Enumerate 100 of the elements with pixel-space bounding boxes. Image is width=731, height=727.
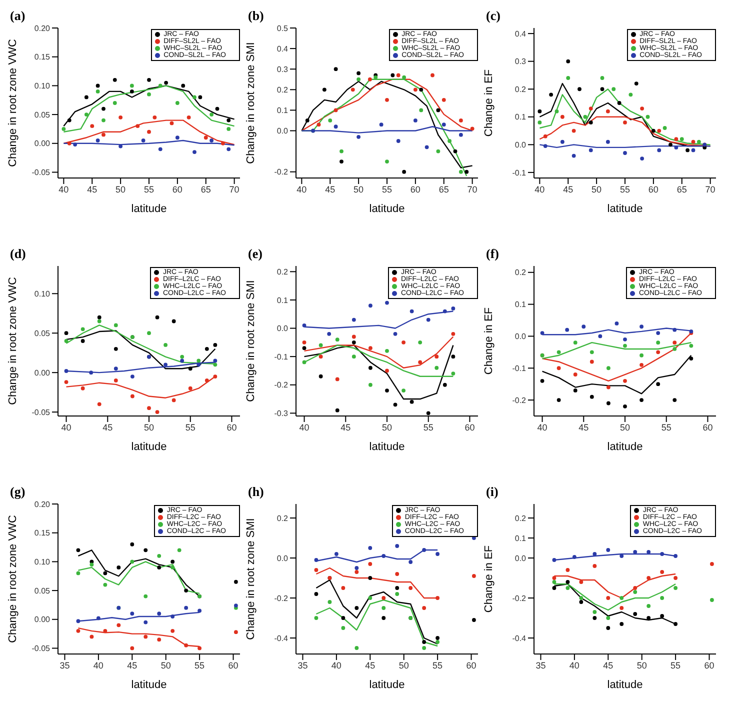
point <box>314 558 318 562</box>
point <box>565 328 570 332</box>
point <box>385 368 389 373</box>
point <box>442 382 447 387</box>
point <box>215 106 220 111</box>
y-tick-label: 0.2 <box>514 268 527 278</box>
point <box>147 406 151 410</box>
x-tick-label: 50 <box>636 660 647 670</box>
point <box>157 638 162 642</box>
point <box>640 398 644 402</box>
point <box>318 354 323 359</box>
point <box>114 346 118 351</box>
y-tick-label: 0.0 <box>514 554 527 563</box>
point <box>328 600 332 604</box>
y-tick-label: -0.4 <box>274 634 289 643</box>
point <box>419 88 424 92</box>
x-tick-label: 50 <box>382 422 392 432</box>
point <box>646 114 650 119</box>
line-series <box>316 549 438 563</box>
x-tick-label: 65 <box>676 184 687 194</box>
point <box>674 576 678 580</box>
x-tick-label: 45 <box>365 660 376 670</box>
y-axis-title: Change in root zone SMI <box>244 280 257 402</box>
x-tick-label: 50 <box>354 184 364 194</box>
point <box>402 340 406 344</box>
point <box>434 366 439 370</box>
point <box>76 619 80 624</box>
point <box>184 643 188 648</box>
point <box>657 148 662 152</box>
point <box>634 82 638 86</box>
point <box>672 328 677 332</box>
point <box>234 580 238 584</box>
point <box>451 354 456 359</box>
point <box>64 380 68 384</box>
point <box>413 118 418 122</box>
y-tick-label: 0.00 <box>34 615 51 624</box>
y-tick-label: 0.0 <box>276 554 289 563</box>
point <box>590 360 594 364</box>
point <box>144 548 148 552</box>
point <box>385 348 389 353</box>
point <box>213 342 218 347</box>
point <box>198 608 202 613</box>
x-axis-title: latitude <box>369 679 405 691</box>
point <box>470 126 474 131</box>
point <box>97 402 102 406</box>
point <box>112 78 117 82</box>
point <box>606 109 610 114</box>
point <box>164 80 168 85</box>
point <box>136 124 140 128</box>
point <box>606 401 610 406</box>
y-tick-label: 0.10 <box>34 558 51 567</box>
point <box>592 616 597 620</box>
point <box>651 128 656 133</box>
point <box>322 88 326 92</box>
point <box>393 402 398 407</box>
x-tick-label: 35 <box>536 660 546 670</box>
point <box>198 646 202 650</box>
point <box>662 126 667 130</box>
point <box>198 95 202 100</box>
point <box>368 562 372 566</box>
x-tick-label: 50 <box>398 660 409 670</box>
x-tick-label: 45 <box>340 422 351 432</box>
point <box>155 410 160 414</box>
y-tick-label: -0.2 <box>512 396 527 405</box>
point <box>158 84 162 88</box>
point <box>76 628 80 633</box>
point <box>413 88 418 92</box>
point <box>116 623 121 628</box>
y-tick-label: 0.05 <box>34 328 51 338</box>
chart-title: (d) <box>10 246 26 262</box>
x-tick-label: 60 <box>226 422 237 432</box>
point <box>606 596 610 600</box>
point <box>314 568 318 572</box>
point <box>352 340 356 344</box>
x-tick-label: 45 <box>603 660 614 670</box>
point <box>170 121 174 126</box>
x-tick-label: 45 <box>578 422 589 432</box>
point <box>164 362 168 367</box>
point <box>566 76 570 80</box>
x-tick-label: 55 <box>423 422 434 432</box>
point <box>76 571 80 576</box>
point <box>102 118 106 122</box>
point <box>302 340 306 344</box>
x-tick-label: 60 <box>704 660 714 670</box>
point <box>674 137 678 142</box>
point <box>147 130 151 134</box>
point <box>430 73 434 78</box>
point <box>402 388 406 392</box>
point <box>623 404 627 408</box>
x-tick-label: 40 <box>61 422 72 432</box>
y-tick-label: 0.3 <box>276 64 289 74</box>
point <box>436 149 440 154</box>
point <box>144 620 148 624</box>
point <box>192 150 196 154</box>
y-tick-label: -0.2 <box>274 168 289 177</box>
point <box>116 566 121 570</box>
y-tick-label: 0.3 <box>514 57 527 66</box>
point <box>170 566 175 570</box>
line-series <box>542 354 692 394</box>
point <box>334 124 338 129</box>
